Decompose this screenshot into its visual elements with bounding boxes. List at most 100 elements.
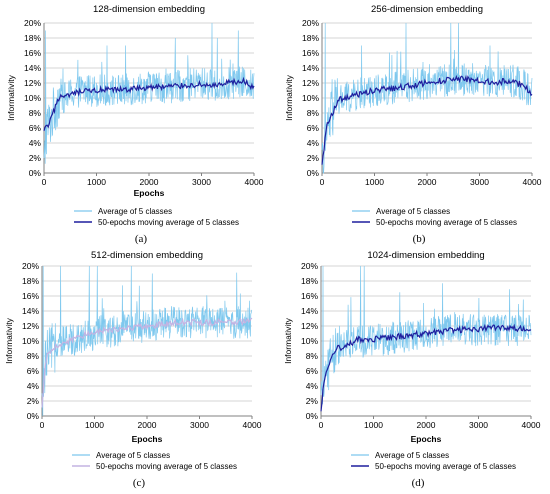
legend-label-moving-average: 50-epochs moving average of 5 classes: [376, 218, 517, 227]
y-tick-label: 2%: [306, 396, 319, 406]
x-tick-label: 2000: [418, 177, 437, 187]
panel-caption: (c): [133, 477, 146, 489]
y-tick-label: 8%: [306, 351, 319, 361]
chart-panel-4: 1024-dimension embedding 0% 2% 4% 6% 8% 10% 12%…: [283, 250, 541, 489]
x-tick-label: 3000: [469, 420, 488, 430]
y-tick-label: 16%: [24, 48, 41, 58]
x-axis-label: Epochs: [411, 434, 442, 444]
series-line-moving-average: [43, 76, 255, 132]
y-tick-label: 6%: [27, 366, 40, 376]
y-tick-label: 16%: [302, 48, 319, 58]
y-tick-label: 0%: [27, 411, 40, 421]
x-tick-label: 3000: [190, 420, 209, 430]
y-tick-label: 20%: [301, 261, 318, 271]
x-tick-label: 0: [42, 177, 47, 187]
y-tick-label: 10%: [301, 336, 318, 346]
legend-label-average: Average of 5 classes: [96, 451, 170, 460]
y-tick-label: 10%: [22, 336, 39, 346]
y-tick-label: 10%: [24, 93, 41, 103]
x-tick-label: 1000: [365, 177, 384, 187]
y-tick-label: 18%: [24, 33, 41, 43]
x-tick-label: 2000: [140, 177, 159, 187]
series-line-moving-average: [321, 74, 533, 165]
y-tick-label: 12%: [22, 321, 39, 331]
y-tick-label: 4%: [306, 381, 319, 391]
chart-title: 512-dimension embedding: [91, 250, 203, 261]
legend-label-moving-average: 50-epochs moving average of 5 classes: [96, 462, 237, 471]
y-tick-label: 14%: [301, 306, 318, 316]
x-tick-label: 0: [319, 420, 324, 430]
y-tick-label: 20%: [302, 18, 319, 28]
chart-panel-1: 128-dimension embedding 0% 2% 4% 6% 8% 10% 12% 1…: [6, 4, 264, 245]
series-line-moving-average: [320, 323, 532, 412]
chart-title: 1024-dimension embedding: [367, 250, 484, 261]
x-tick-label: 4000: [522, 420, 541, 430]
y-tick-label: 10%: [302, 93, 319, 103]
y-tick-label: 20%: [22, 261, 39, 271]
y-tick-label: 8%: [29, 108, 42, 118]
x-tick-label: 1000: [87, 177, 106, 187]
y-tick-label: 14%: [24, 63, 41, 73]
x-tick-label: 4000: [245, 177, 264, 187]
y-tick-label: 18%: [301, 276, 318, 286]
y-tick-label: 0%: [307, 168, 320, 178]
panel-caption: (a): [135, 233, 148, 245]
y-tick-label: 6%: [306, 366, 319, 376]
chart-panel-2: 256-dimension embedding 0% 2% 4% 6% 8% 10% 12% 1…: [284, 4, 542, 245]
x-axis-label: Epochs: [134, 188, 165, 198]
x-tick-label: 3000: [470, 177, 489, 187]
x-tick-label: 0: [40, 420, 45, 430]
y-tick-label: 12%: [24, 78, 41, 88]
y-axis-label: Informativity: [4, 317, 14, 364]
series-line-average: [320, 265, 532, 405]
chart-panel-3: 512-dimension embedding 0% 2% 4% 6% 8% 10% 12% 1…: [4, 250, 262, 489]
y-tick-label: 18%: [302, 33, 319, 43]
x-tick-label: 3000: [192, 177, 211, 187]
y-tick-label: 2%: [29, 153, 42, 163]
series-line-average: [43, 22, 255, 164]
y-tick-label: 6%: [29, 123, 42, 133]
panel-caption: (b): [413, 233, 426, 245]
y-tick-label: 0%: [306, 411, 319, 421]
legend-label-average: Average of 5 classes: [98, 207, 172, 216]
legend-label-average: Average of 5 classes: [375, 451, 449, 460]
x-tick-label: 2000: [417, 420, 436, 430]
chart-title: 128-dimension embedding: [93, 4, 205, 15]
x-tick-label: 1000: [364, 420, 383, 430]
series-line-moving-average: [41, 317, 253, 408]
y-tick-label: 14%: [22, 306, 39, 316]
x-tick-label: 1000: [85, 420, 104, 430]
y-tick-label: 8%: [307, 108, 320, 118]
y-tick-label: 14%: [302, 63, 319, 73]
panel-caption: (d): [412, 477, 425, 489]
y-tick-label: 0%: [29, 168, 42, 178]
y-tick-label: 20%: [24, 18, 41, 28]
y-axis-label: Informativity: [283, 317, 293, 364]
y-axis-label: Informativity: [284, 74, 294, 121]
y-tick-label: 16%: [301, 291, 318, 301]
x-tick-label: 4000: [243, 420, 262, 430]
x-tick-label: 2000: [138, 420, 157, 430]
x-axis-label: Epochs: [132, 434, 163, 444]
legend-label-moving-average: 50-epochs moving average of 5 classes: [98, 218, 239, 227]
y-tick-label: 6%: [307, 123, 320, 133]
x-tick-label: 4000: [523, 177, 542, 187]
y-tick-label: 16%: [22, 291, 39, 301]
series-line-average: [321, 22, 533, 174]
y-tick-label: 12%: [302, 78, 319, 88]
y-tick-label: 2%: [27, 396, 40, 406]
x-tick-label: 0: [320, 177, 325, 187]
legend-label-moving-average: 50-epochs moving average of 5 classes: [375, 462, 516, 471]
legend-label-average: Average of 5 classes: [376, 207, 450, 216]
y-tick-label: 4%: [27, 381, 40, 391]
y-tick-label: 18%: [22, 276, 39, 286]
y-tick-label: 2%: [307, 153, 320, 163]
y-tick-label: 4%: [307, 138, 320, 148]
y-tick-label: 4%: [29, 138, 42, 148]
y-tick-label: 8%: [27, 351, 40, 361]
y-tick-label: 12%: [301, 321, 318, 331]
y-axis-label: Informativity: [6, 74, 16, 121]
chart-title: 256-dimension embedding: [371, 4, 483, 15]
